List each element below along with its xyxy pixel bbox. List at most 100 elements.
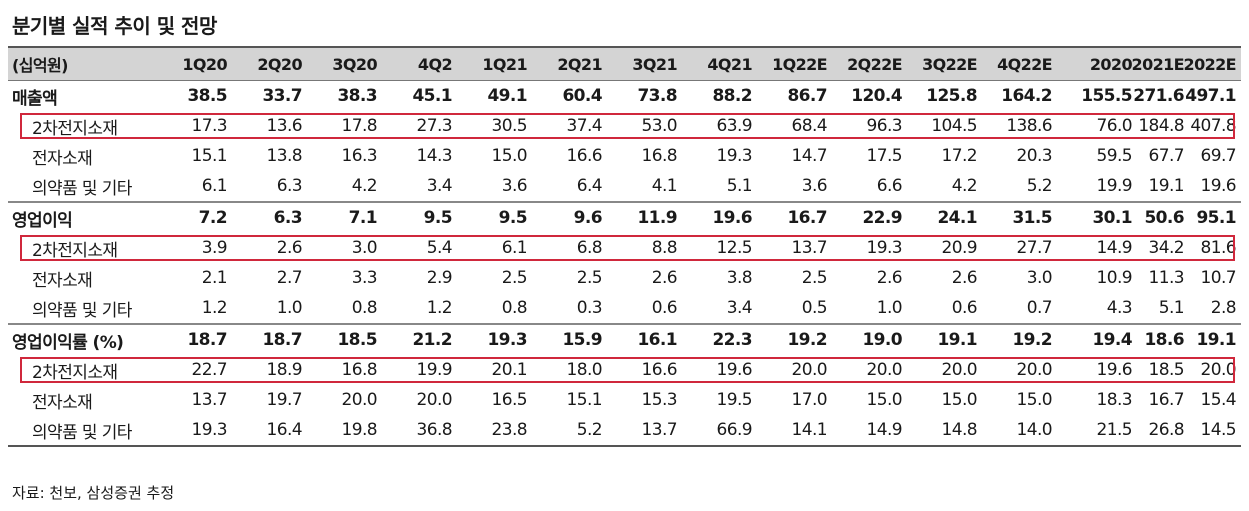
table-cell: 20.0 xyxy=(1016,360,1053,380)
column-header: 3Q20 xyxy=(332,54,377,74)
table-header: (십억원) 1Q20 2Q20 3Q20 4Q2 1Q21 2Q21 3Q21 4Q21 1Q2… xyxy=(8,46,1241,81)
row-label: 전자소재 xyxy=(32,270,93,291)
table-cell: 60.4 xyxy=(562,86,602,106)
table-cell: 15.0 xyxy=(491,146,528,166)
table-cell: 17.5 xyxy=(866,146,903,166)
table-cell: 18.5 xyxy=(337,330,377,350)
table-cell: 1.2 xyxy=(426,298,453,318)
column-header: 1Q20 xyxy=(182,54,227,74)
row-label: 의약품 및 기타 xyxy=(32,178,132,199)
table-cell: 0.7 xyxy=(1026,298,1053,318)
table-cell: 17.0 xyxy=(791,390,828,410)
table-cell: 20.0 xyxy=(341,390,378,410)
table-cell: 45.1 xyxy=(412,86,452,106)
table-cell: 19.3 xyxy=(487,330,527,350)
table-row-main: 영업이익률 (%) 18.7 18.7 18.5 21.2 19.3 15.9 16.1 22.… xyxy=(8,323,1241,355)
table-cell: 9.5 xyxy=(423,208,453,228)
table-cell: 26.8 xyxy=(1148,420,1185,440)
row-label: 2차전지소재 xyxy=(32,118,118,139)
table-row: 전자소재 15.1 13.8 16.3 14.3 15.0 16.6 16.8 19.3 14.7… xyxy=(8,141,1241,171)
table-body: 매출액 38.5 33.7 38.3 45.1 49.1 60.4 73.8 88.2 86.7 1… xyxy=(8,81,1241,447)
table-cell: 95.1 xyxy=(1196,208,1236,228)
table-cell: 2.6 xyxy=(876,268,903,288)
table-cell: 164.2 xyxy=(1001,86,1052,106)
table-cell: 2.6 xyxy=(276,238,303,258)
column-gap xyxy=(1058,171,1086,201)
table-cell: 18.7 xyxy=(187,330,227,350)
table-row: 의약품 및 기타 19.3 16.4 19.8 36.8 23.8 5.2 13.7 66.9 1… xyxy=(8,415,1241,447)
table-cell: 20.0 xyxy=(866,360,903,380)
table-cell: 4.3 xyxy=(1106,298,1133,318)
table-cell: 20.3 xyxy=(1016,146,1053,166)
table-cell: 20.9 xyxy=(941,238,978,258)
row-label: 2차전지소재 xyxy=(32,240,118,261)
table-cell: 22.3 xyxy=(712,330,752,350)
table-cell: 5.2 xyxy=(1026,176,1053,196)
table-cell: 96.3 xyxy=(866,116,903,136)
table-cell: 53.0 xyxy=(641,116,678,136)
table-cell: 14.5 xyxy=(1200,420,1237,440)
table-cell: 3.9 xyxy=(201,238,228,258)
table-row-highlighted: 2차전지소재 22.7 18.9 16.8 19.9 20.1 18.0 16.6 19.6 20… xyxy=(8,355,1241,385)
table-cell: 15.0 xyxy=(866,390,903,410)
table-cell: 16.1 xyxy=(637,330,677,350)
table-cell: 5.2 xyxy=(576,420,603,440)
table-cell: 19.7 xyxy=(266,390,303,410)
table-cell: 33.7 xyxy=(262,86,302,106)
table-cell: 3.8 xyxy=(726,268,753,288)
table-cell: 20.0 xyxy=(791,360,828,380)
table-cell: 68.4 xyxy=(791,116,828,136)
column-header: 2021E xyxy=(1131,54,1185,74)
table-cell: 63.9 xyxy=(716,116,753,136)
table-cell: 7.2 xyxy=(198,208,228,228)
table-cell: 10.7 xyxy=(1200,268,1237,288)
table-row: 의약품 및 기타 1.2 1.0 0.8 1.2 0.8 0.3 0.6 3.4 0.5 1.0 0.… xyxy=(8,293,1241,323)
column-header: 2Q20 xyxy=(257,54,302,74)
table-cell: 21.2 xyxy=(412,330,452,350)
table-cell: 49.1 xyxy=(487,86,527,106)
table-cell: 16.7 xyxy=(1148,390,1185,410)
table-cell: 19.6 xyxy=(1096,360,1133,380)
column-gap xyxy=(1058,141,1086,171)
table-cell: 13.7 xyxy=(791,238,828,258)
table-cell: 23.8 xyxy=(491,420,528,440)
table-cell: 1.0 xyxy=(276,298,303,318)
table-cell: 13.7 xyxy=(191,390,228,410)
table-cell: 16.6 xyxy=(641,360,678,380)
table-cell: 19.3 xyxy=(191,420,228,440)
table-cell: 407.8 xyxy=(1190,116,1236,136)
table-cell: 6.1 xyxy=(201,176,228,196)
column-header: 1Q22E xyxy=(772,54,828,74)
table-cell: 14.9 xyxy=(1096,238,1133,258)
table-cell: 6.4 xyxy=(576,176,603,196)
table-cell: 18.0 xyxy=(566,360,603,380)
table-cell: 19.9 xyxy=(416,360,453,380)
table-cell: 20.0 xyxy=(941,360,978,380)
row-label: 2차전지소재 xyxy=(32,362,118,383)
column-header: 3Q21 xyxy=(632,54,677,74)
row-label: 전자소재 xyxy=(32,148,93,169)
table-cell: 0.6 xyxy=(651,298,678,318)
unit-label: (십억원) xyxy=(12,56,68,75)
table-cell: 271.6 xyxy=(1133,86,1184,106)
table-cell: 138.6 xyxy=(1006,116,1052,136)
table-cell: 18.3 xyxy=(1096,390,1133,410)
table-cell: 50.6 xyxy=(1144,208,1184,228)
table-cell: 10.9 xyxy=(1096,268,1133,288)
table-cell: 120.4 xyxy=(851,86,902,106)
table-cell: 104.5 xyxy=(931,116,977,136)
table-cell: 19.4 xyxy=(1092,330,1132,350)
table-cell: 22.7 xyxy=(191,360,228,380)
table-cell: 2.6 xyxy=(951,268,978,288)
table-cell: 16.5 xyxy=(491,390,528,410)
column-gap xyxy=(1058,293,1086,323)
table-cell: 6.3 xyxy=(276,176,303,196)
table-cell: 6.6 xyxy=(876,176,903,196)
table-cell: 21.5 xyxy=(1096,420,1133,440)
table-cell: 14.1 xyxy=(791,420,828,440)
column-gap xyxy=(1058,385,1086,415)
table-cell: 18.7 xyxy=(262,330,302,350)
table-cell: 20.1 xyxy=(491,360,528,380)
table-cell: 36.8 xyxy=(416,420,453,440)
table-cell: 19.1 xyxy=(1148,176,1185,196)
